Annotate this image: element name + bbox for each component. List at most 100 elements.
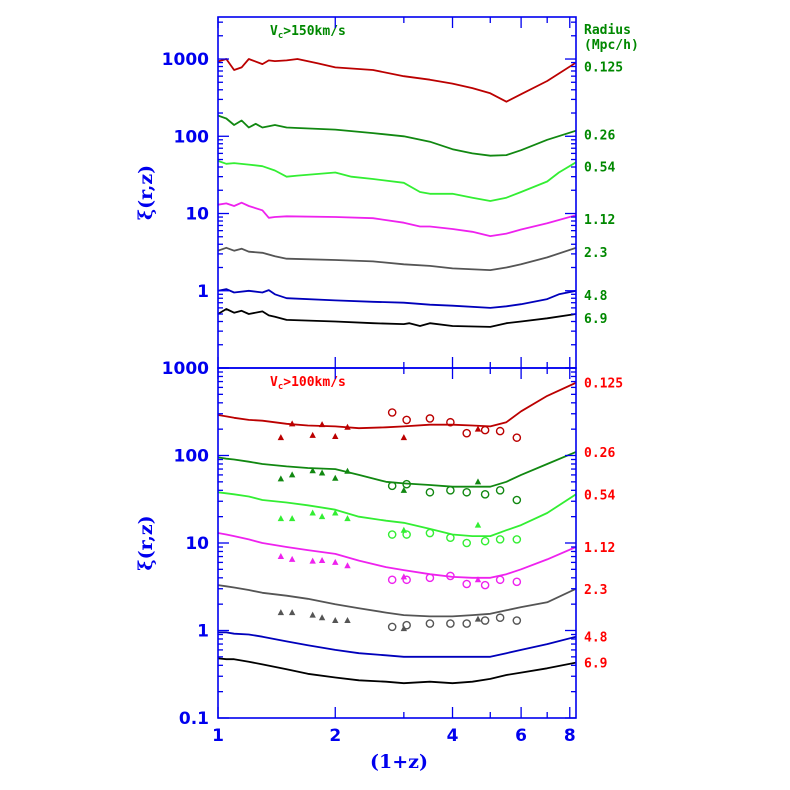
- data-point-triangle: [332, 617, 339, 624]
- radius-label-0.125: 0.125: [584, 61, 623, 76]
- series-line-r-0.125: [218, 381, 576, 430]
- bottom-x-ticks: [217, 368, 571, 718]
- radius-label-4.8: 4.8: [584, 631, 608, 646]
- radius-label-6.9: 6.9: [584, 312, 607, 327]
- x-tick-label: 1: [212, 726, 224, 746]
- y-tick-label: 1: [197, 622, 209, 642]
- data-point-triangle: [332, 509, 339, 516]
- data-point-triangle: [288, 471, 296, 478]
- data-point-circle: [495, 613, 505, 623]
- series-line-r-2.3: [218, 246, 576, 272]
- data-point-triangle: [277, 475, 285, 482]
- y-tick-label: 1000: [162, 359, 209, 379]
- x-tick-label: 4: [447, 726, 459, 746]
- data-point-triangle: [309, 467, 316, 474]
- data-point-triangle: [318, 513, 326, 520]
- y-tick-label: 100: [174, 447, 210, 467]
- series-line-r-0.54: [218, 160, 576, 202]
- radius-label-6.9: 6.9: [584, 657, 607, 672]
- radius-label-2.3: 2.3: [584, 246, 607, 261]
- radius-unit-header: (Mpc/h): [584, 38, 639, 53]
- top-plot-area: [218, 58, 576, 328]
- y-tick-label: 1: [197, 282, 209, 302]
- y-tick-label: 0.1: [179, 709, 209, 729]
- data-point-triangle: [344, 562, 351, 569]
- data-point-triangle: [332, 474, 339, 481]
- data-point-circle: [480, 580, 490, 590]
- data-point-circle: [462, 487, 472, 497]
- series-line-r-4.8: [218, 631, 576, 658]
- series-line-r-0.26: [218, 451, 576, 488]
- data-point-circle: [495, 575, 505, 585]
- data-point-triangle: [332, 558, 339, 565]
- y-tick-label: 1000: [162, 50, 209, 70]
- radius-label-1.12: 1.12: [584, 213, 615, 228]
- data-point-triangle: [344, 467, 351, 474]
- data-point-triangle: [309, 509, 316, 516]
- data-point-circle: [425, 487, 435, 497]
- data-point-circle: [402, 479, 411, 489]
- x-tick-label: 2: [329, 726, 341, 746]
- data-point-triangle: [344, 515, 351, 522]
- data-point-circle: [512, 616, 522, 625]
- data-point-triangle: [318, 557, 326, 564]
- data-point-circle: [402, 415, 411, 425]
- data-point-circle: [462, 538, 472, 548]
- data-point-circle: [402, 530, 411, 539]
- data-point-circle: [425, 414, 435, 423]
- radius-label-0.125: 0.125: [584, 377, 623, 392]
- data-point-triangle: [474, 425, 482, 432]
- data-point-circle: [387, 622, 397, 632]
- data-point-circle: [480, 425, 490, 435]
- series-line-r-2.3: [218, 584, 576, 618]
- data-point-triangle: [474, 615, 482, 622]
- data-point-triangle: [318, 469, 326, 476]
- data-point-triangle: [277, 434, 285, 441]
- data-point-circle: [425, 619, 435, 628]
- series-line-r-6.9: [218, 308, 576, 328]
- top-y-axis-title: ξ(r,z): [135, 165, 157, 220]
- series-line-r-0.26: [218, 114, 576, 157]
- series-line-r-0.54: [218, 491, 576, 537]
- data-point-circle: [462, 579, 472, 589]
- y-tick-label: 100: [174, 127, 210, 147]
- data-point-circle: [387, 530, 397, 539]
- data-point-circle: [462, 619, 472, 628]
- data-point-triangle: [309, 557, 316, 564]
- bottom-plot-area: [218, 381, 576, 685]
- data-point-circle: [480, 490, 490, 499]
- data-point-triangle: [474, 576, 482, 583]
- y-tick-label: 10: [185, 205, 209, 225]
- top-x-ticks: [217, 17, 571, 368]
- y-tick-label: 10: [185, 534, 209, 554]
- data-point-triangle: [332, 432, 339, 439]
- data-point-triangle: [277, 515, 285, 522]
- data-point-circle: [512, 433, 522, 442]
- data-point-triangle: [400, 434, 408, 441]
- bottom-y-axis: 0.1 1 10 100 1000: [162, 359, 576, 729]
- radius-label-1.12: 1.12: [584, 541, 615, 556]
- radius-label-0.26: 0.26: [584, 129, 615, 144]
- radius-label-0.54: 0.54: [584, 160, 615, 175]
- data-point-circle: [402, 620, 411, 630]
- data-point-circle: [387, 575, 397, 585]
- data-point-circle: [446, 417, 455, 427]
- x-tick-label: 8: [564, 726, 576, 746]
- data-point-circle: [425, 573, 435, 583]
- data-point-triangle: [474, 478, 482, 485]
- data-point-triangle: [309, 431, 316, 438]
- figure-axes: 1 2 4 6 8 (1+z): [212, 726, 576, 773]
- top-y-axis: 1 10 100 1000: [162, 21, 576, 369]
- data-point-circle: [402, 575, 411, 585]
- x-axis-title: (1+z): [370, 751, 428, 773]
- data-point-circle: [446, 486, 455, 495]
- data-point-triangle: [288, 555, 296, 562]
- data-point-circle: [446, 571, 455, 581]
- data-point-circle: [446, 533, 455, 542]
- data-point-triangle: [288, 420, 296, 427]
- data-point-circle: [512, 495, 522, 505]
- data-point-circle: [462, 428, 472, 438]
- data-point-triangle: [474, 521, 482, 528]
- series-line-r-1.12: [218, 532, 576, 579]
